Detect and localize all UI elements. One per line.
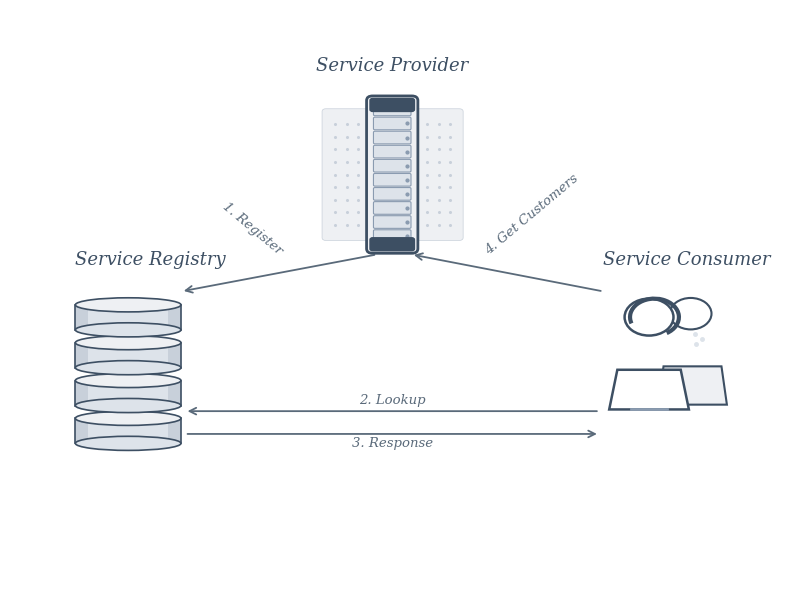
- Bar: [75, 418, 181, 443]
- Ellipse shape: [75, 398, 181, 413]
- FancyBboxPatch shape: [374, 160, 411, 172]
- Polygon shape: [658, 367, 727, 404]
- FancyBboxPatch shape: [374, 230, 411, 242]
- FancyBboxPatch shape: [322, 109, 371, 241]
- Ellipse shape: [75, 411, 181, 425]
- Circle shape: [625, 299, 674, 335]
- Bar: [75, 343, 181, 368]
- FancyBboxPatch shape: [370, 99, 414, 111]
- FancyBboxPatch shape: [414, 109, 463, 241]
- Ellipse shape: [75, 436, 181, 451]
- FancyBboxPatch shape: [374, 117, 411, 130]
- Ellipse shape: [75, 361, 181, 375]
- Bar: [75, 380, 88, 406]
- Bar: [168, 305, 181, 330]
- FancyBboxPatch shape: [374, 215, 411, 229]
- FancyBboxPatch shape: [374, 103, 411, 116]
- Text: 3. Response: 3. Response: [352, 437, 433, 450]
- Ellipse shape: [75, 323, 181, 337]
- Bar: [168, 418, 181, 443]
- Text: 2. Lookup: 2. Lookup: [359, 394, 426, 407]
- Bar: [168, 380, 181, 406]
- FancyBboxPatch shape: [370, 238, 414, 250]
- Ellipse shape: [75, 335, 181, 350]
- Ellipse shape: [75, 298, 181, 312]
- Circle shape: [670, 298, 711, 329]
- FancyBboxPatch shape: [374, 202, 411, 214]
- Bar: [168, 343, 181, 368]
- Text: Service Provider: Service Provider: [316, 57, 468, 75]
- Text: 4. Get Customers: 4. Get Customers: [482, 172, 581, 257]
- FancyBboxPatch shape: [374, 188, 411, 200]
- Bar: [75, 380, 181, 406]
- FancyBboxPatch shape: [366, 96, 418, 253]
- Text: 1. Register: 1. Register: [220, 200, 285, 257]
- Bar: [75, 343, 88, 368]
- Bar: [75, 305, 88, 330]
- Text: Service Registry: Service Registry: [75, 251, 226, 269]
- Bar: [75, 305, 181, 330]
- Polygon shape: [610, 370, 689, 409]
- Bar: [75, 418, 88, 443]
- FancyBboxPatch shape: [374, 131, 411, 144]
- Text: Service Consumer: Service Consumer: [602, 251, 770, 269]
- FancyBboxPatch shape: [374, 173, 411, 186]
- Ellipse shape: [75, 373, 181, 388]
- FancyBboxPatch shape: [374, 145, 411, 158]
